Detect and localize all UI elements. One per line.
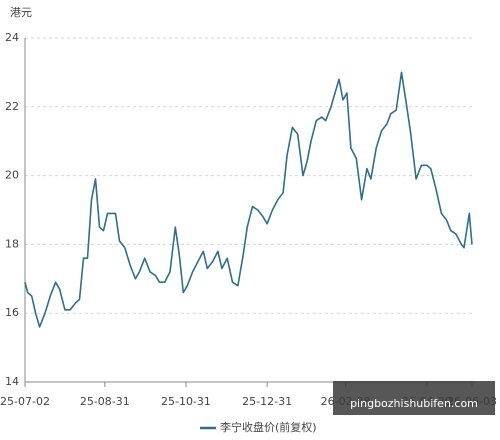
y-tick-label: 16 [5, 306, 19, 319]
x-tick-label: 25-08-31 [80, 395, 130, 408]
y-tick-label: 18 [5, 237, 19, 250]
watermark-box [333, 381, 495, 415]
x-tick-label: 25-12-31 [242, 395, 292, 408]
y-tick-label: 14 [5, 375, 19, 388]
watermark: pingbozhishubifen.com [350, 397, 478, 410]
x-tick-label: 25-07-02 [0, 395, 50, 408]
y-tick-label: 24 [5, 31, 19, 44]
y-tick-label: 22 [5, 100, 19, 113]
y-tick-label: 20 [5, 169, 19, 182]
line-series [24, 71, 473, 328]
x-tick-label: 25-10-31 [161, 395, 211, 408]
legend-label: 李宁收盘价(前复权) [220, 420, 317, 434]
y-axis-label: 港元 [10, 6, 32, 19]
